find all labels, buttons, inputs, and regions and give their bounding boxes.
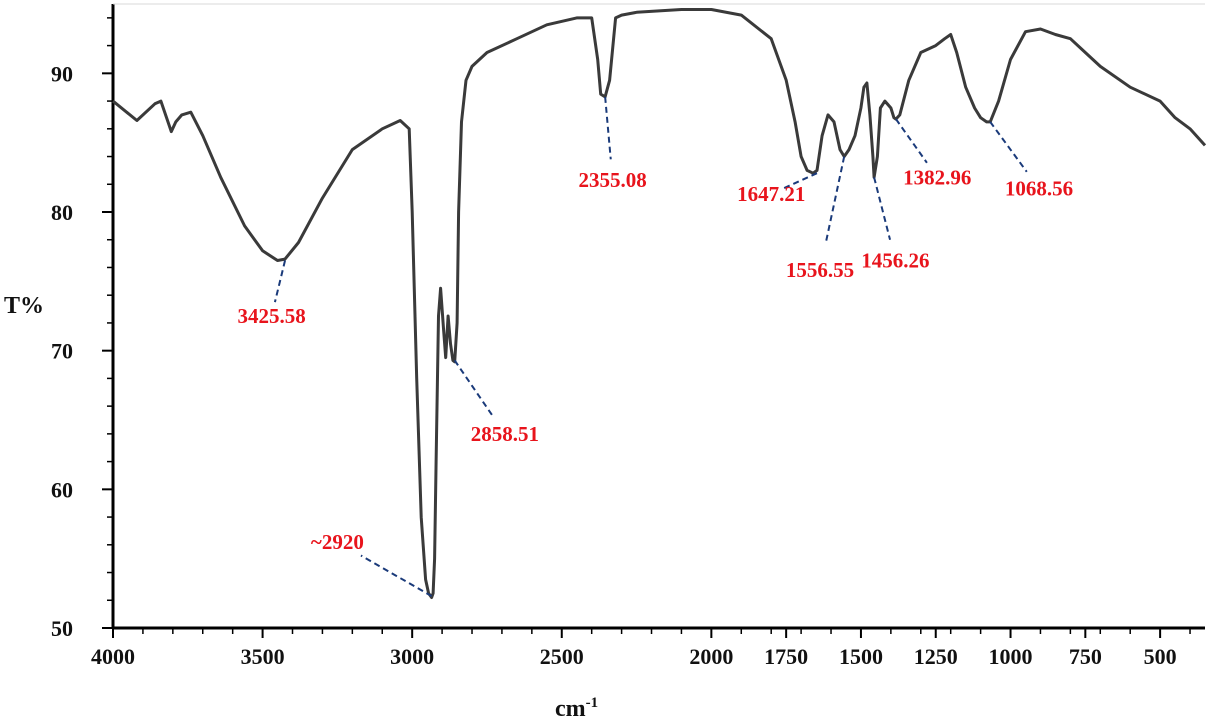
peak-label: 1456.26 (861, 249, 929, 273)
x-tick-label: 750 (1069, 644, 1102, 669)
x-tick-label: 3500 (241, 644, 285, 669)
peak-leader-line (873, 177, 892, 240)
x-tick-label: 3000 (390, 644, 434, 669)
x-axis: 4000 3500 3000 2500 2000 1750 1500 1250 1000 750 5… (91, 628, 1191, 669)
spectrum-series (112, 8, 1207, 599)
peak-leader-line (360, 554, 433, 597)
peak-label: 3425.58 (237, 304, 305, 328)
peak-leader-line (604, 96, 612, 160)
peak-leader-line (989, 121, 1028, 173)
x-tick-label: 2500 (540, 644, 584, 669)
x-axis-title: cm-1 (555, 695, 598, 722)
peak-label: 1068.56 (1005, 176, 1073, 200)
y-tick-label: 50 (51, 616, 73, 641)
x-tick-label: 1000 (989, 644, 1033, 669)
spectrum-line (112, 8, 1207, 599)
peak-leaders (273, 96, 1028, 597)
y-tick-label: 90 (51, 61, 73, 86)
peak-label: ~2920 (311, 530, 364, 554)
peak-leader-line (273, 260, 286, 303)
y-tick-label: 80 (51, 200, 73, 225)
peak-leader-line (825, 156, 846, 243)
peak-leader-line (782, 172, 818, 190)
x-tick-label: 500 (1144, 644, 1177, 669)
x-axis-title-superscript: -1 (586, 695, 599, 711)
peak-leader-line (895, 118, 928, 164)
x-tick-label: 2000 (689, 644, 733, 669)
y-axis: 50 60 70 80 90 (51, 17, 113, 641)
peak-labels: 3425.58 ~2920 2858.51 2355.08 1647.21 1556.55… (237, 165, 1073, 554)
peak-label: 1556.55 (786, 258, 854, 282)
peak-leader-line (453, 359, 494, 417)
x-axis-title-main: cm (555, 696, 586, 722)
y-tick-label: 70 (51, 339, 73, 364)
x-tick-label: 1500 (839, 644, 883, 669)
x-tick-label: 4000 (91, 644, 135, 669)
plot-area (111, 3, 1205, 630)
y-axis-title: T% (4, 293, 44, 319)
x-tick-label: 1250 (914, 644, 958, 669)
y-tick-label: 60 (51, 477, 73, 502)
peak-label: 1382.96 (903, 165, 971, 189)
peak-label: 2355.08 (579, 168, 647, 192)
x-tick-label: 1750 (764, 644, 808, 669)
peak-label: 2858.51 (471, 422, 539, 446)
peak-label: 1647.21 (737, 182, 805, 206)
